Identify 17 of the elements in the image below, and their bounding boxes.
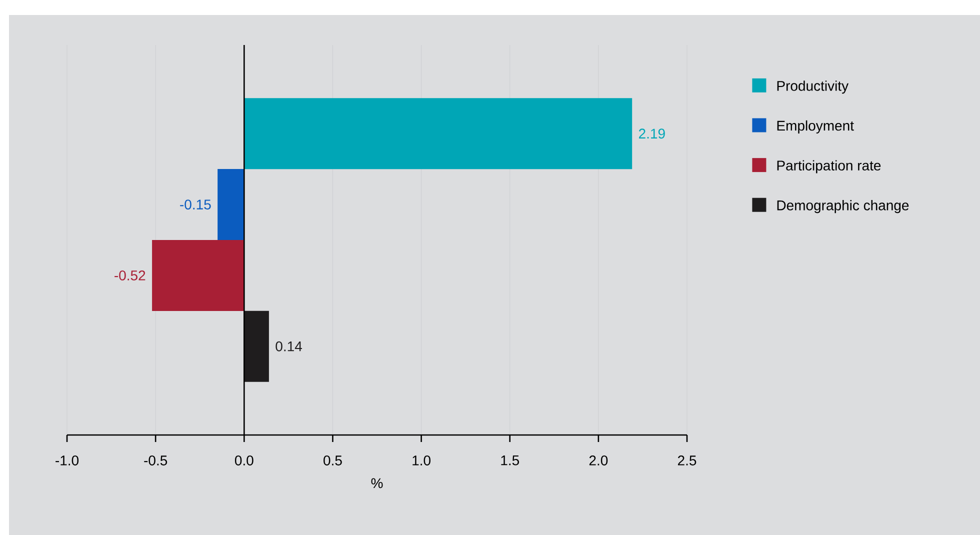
legend-label: Participation rate [777, 160, 881, 174]
legend-label: Productivity [777, 80, 849, 94]
x-tick-label: 2.0 [589, 456, 608, 466]
x-tick-label: -1.0 [56, 456, 79, 466]
x-tick-label: 1.0 [412, 456, 430, 466]
x-tick-label: 1.5 [501, 456, 520, 466]
data-label: 2.19 [638, 128, 665, 139]
x-tick-label: 0.0 [234, 456, 254, 466]
x-tick-label: -0.5 [144, 456, 168, 466]
data-label: -0.52 [114, 270, 146, 280]
x-axis-title: % [371, 478, 383, 488]
x-tick-label: 0.5 [324, 456, 342, 466]
legend-label: Employment [777, 120, 854, 134]
data-label: 0.14 [276, 341, 302, 352]
data-label: -0.15 [180, 200, 211, 210]
legend-label: Demographic change [777, 200, 909, 214]
x-tick-label: 2.5 [678, 456, 696, 466]
